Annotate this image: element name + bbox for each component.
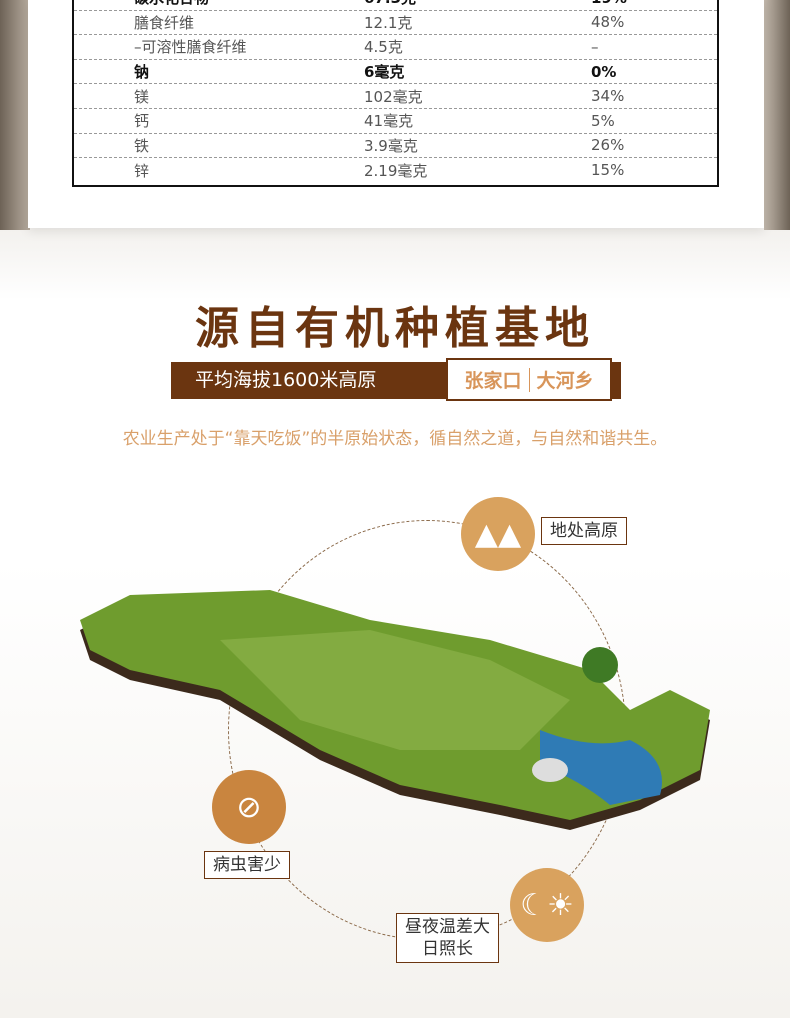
table-row: 铁 3.9毫克 26%: [74, 134, 717, 159]
cell-amount: 12.1克: [364, 13, 413, 32]
table-row: 锌 2.19毫克 15%: [74, 158, 717, 183]
section-subtitle: 农业生产处于“靠天吃饭”的半原始状态，循自然之道，与自然和谐共生。: [122, 429, 668, 449]
table-row: 钠 6毫克 0%: [74, 60, 717, 85]
cell-amount: 67.3克: [364, 0, 591, 8]
cell-name: 镁: [134, 87, 150, 106]
cell-name: 膳食纤维: [134, 13, 195, 32]
cell-amount: 2.19毫克: [364, 161, 428, 180]
sun-moon-icon: ☾☀: [510, 868, 584, 942]
table-row: 钙 41毫克 5%: [74, 109, 717, 134]
feature-label-pests: 病虫害少: [204, 851, 290, 879]
location-city: 张家口: [464, 370, 522, 392]
cell-nrv: 48%: [591, 13, 625, 32]
mountain-icon: ▲▲: [461, 497, 535, 571]
cell-nrv: 19%: [591, 0, 627, 7]
cell-nrv: 26%: [591, 136, 625, 155]
feature-label-plateau: 地处高原: [541, 517, 627, 545]
location-town: 大河乡: [536, 370, 594, 392]
cell-name: 钠: [134, 63, 150, 82]
farm-map-illustration: [80, 590, 710, 830]
table-row: –可溶性膳食纤维 4.5克 –: [74, 35, 717, 60]
cell-nrv: –: [591, 37, 599, 56]
table-row: 碳水化合物67.3克19%: [74, 0, 717, 11]
cell-amount: 4.5克: [364, 38, 403, 57]
feature-label-climate: 昼夜温差大 日照长: [396, 913, 499, 963]
cell-amount: 3.9毫克: [364, 136, 418, 155]
table-row: 膳食纤维 12.1克 48%: [74, 11, 717, 36]
divider: [528, 367, 530, 392]
cell-name: 碳水化合物: [74, 0, 364, 8]
cell-name: 铁: [134, 136, 150, 155]
altitude-text: 平均海拔1600米高原: [195, 369, 377, 391]
cell-amount: 41毫克: [364, 112, 414, 131]
cell-name: –可溶性膳食纤维: [134, 38, 247, 57]
no-insect-icon: ⊘: [212, 770, 286, 844]
cell-amount: 102毫克: [364, 87, 423, 106]
nutrition-card: [28, 0, 764, 228]
cell-name: 锌: [134, 161, 150, 180]
wood-edge-left: [0, 0, 30, 230]
table-row: 镁 102毫克 34%: [74, 84, 717, 109]
cell-nrv: 0%: [591, 62, 617, 81]
wood-edge-right: [764, 0, 790, 230]
cell-nrv: 15%: [591, 161, 625, 180]
cell-amount: 6毫克: [364, 63, 405, 82]
section-title: 源自有机种植基地: [195, 303, 595, 354]
cell-name: 钙: [134, 112, 150, 131]
climate-line-2: 日照长: [422, 939, 473, 959]
cell-nrv: 5%: [591, 111, 615, 130]
cell-nrv: 34%: [591, 87, 625, 106]
nutrition-table: 碳水化合物67.3克19% 膳食纤维 12.1克 48% –可溶性膳食纤维 4.5克 – 钠 6…: [72, 0, 719, 187]
location-box: 张家口 大河乡: [446, 358, 612, 401]
climate-line-1: 昼夜温差大: [405, 917, 490, 937]
